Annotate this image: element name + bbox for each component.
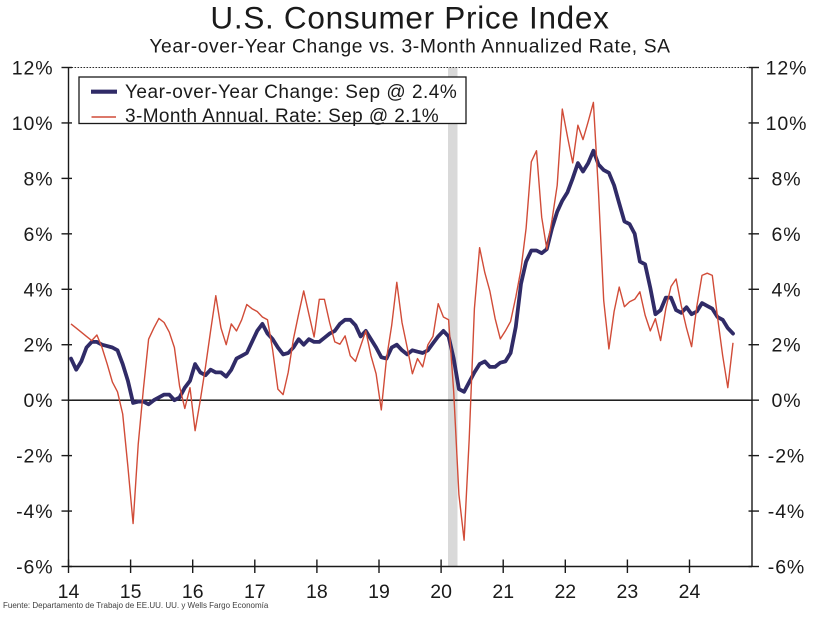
svg-text:-4%: -4% [16,501,53,523]
svg-text:4%: 4% [24,279,54,301]
svg-text:U.S. Consumer Price Index: U.S. Consumer Price Index [210,0,609,35]
svg-text:8%: 8% [24,168,54,190]
svg-text:Fuente: Departamento de Trabaj: Fuente: Departamento de Trabajo de EE.UU… [3,601,269,610]
svg-text:-2%: -2% [768,446,805,468]
svg-text:23: 23 [617,581,639,603]
svg-text:12%: 12% [766,58,808,80]
svg-text:10%: 10% [12,113,54,135]
svg-text:20: 20 [430,581,452,603]
svg-text:Year-over-Year Change: Sep @ 2: Year-over-Year Change: Sep @ 2.4% [125,82,457,103]
svg-text:-4%: -4% [768,501,805,523]
svg-text:18: 18 [306,581,328,603]
svg-text:10%: 10% [766,113,808,135]
svg-text:0%: 0% [24,390,54,412]
svg-text:12%: 12% [12,58,54,80]
svg-text:-6%: -6% [16,557,53,579]
svg-text:8%: 8% [772,168,802,190]
svg-text:3-Month Annual. Rate: Sep @ 2.: 3-Month Annual. Rate: Sep @ 2.1% [125,106,439,127]
svg-text:4%: 4% [772,279,802,301]
svg-text:19: 19 [368,581,390,603]
svg-text:15: 15 [120,581,142,603]
svg-text:-6%: -6% [768,557,805,579]
svg-text:22: 22 [554,581,576,603]
svg-text:14: 14 [58,581,80,603]
svg-text:21: 21 [492,581,514,603]
svg-text:6%: 6% [772,224,802,246]
svg-text:Year-over-Year Change vs. 3-Mo: Year-over-Year Change vs. 3-Month Annual… [149,36,670,57]
svg-text:0%: 0% [772,390,802,412]
svg-text:2%: 2% [772,335,802,357]
svg-text:2%: 2% [24,335,54,357]
svg-text:17: 17 [244,581,266,603]
svg-text:6%: 6% [24,224,54,246]
svg-text:16: 16 [182,581,204,603]
svg-text:24: 24 [679,581,701,603]
svg-text:-2%: -2% [16,446,53,468]
